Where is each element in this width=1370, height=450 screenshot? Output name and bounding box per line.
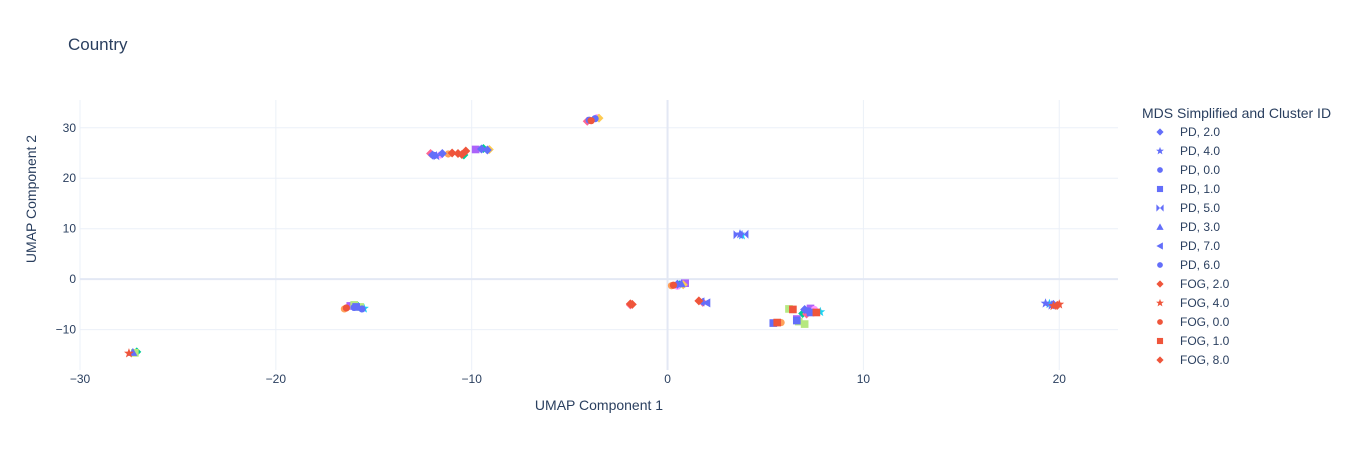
legend-item[interactable]: PD, 3.0: [1156, 220, 1220, 234]
legend-item[interactable]: FOG, 0.0: [1157, 315, 1230, 329]
legend-item[interactable]: PD, 0.0: [1157, 163, 1220, 177]
legend[interactable]: MDS Simplified and Cluster ID PD, 2.0PD,…: [1142, 105, 1331, 367]
data-point: [625, 299, 635, 309]
legend-item[interactable]: PD, 7.0: [1156, 239, 1220, 253]
y-tick-label: 10: [63, 222, 77, 236]
gridlines: [79, 100, 1118, 370]
data-point: [447, 148, 457, 158]
legend-marker: [1157, 262, 1163, 268]
legend-item[interactable]: PD, 6.0: [1157, 258, 1220, 272]
x-tick-labels: −30 −20 −10 0 10 20: [70, 372, 1066, 386]
legend-label: PD, 0.0: [1180, 163, 1220, 177]
legend-label: PD, 1.0: [1180, 182, 1220, 196]
legend-title: MDS Simplified and Cluster ID: [1142, 105, 1331, 121]
legend-items[interactable]: PD, 2.0 PD, 4.0 PD, 0.0 PD, 1.0 PD, 5.0 PD, 3…: [1156, 125, 1230, 367]
legend-marker: [1157, 167, 1163, 173]
legend-marker: [1156, 242, 1163, 250]
legend-marker: [1156, 298, 1164, 307]
y-tick-label: 0: [69, 272, 76, 286]
data-point: [789, 305, 797, 314]
chart-title: Country: [68, 35, 128, 54]
data-point: [476, 144, 486, 154]
legend-item[interactable]: PD, 1.0: [1156, 182, 1220, 196]
data-point: [430, 151, 439, 160]
data-point: [812, 308, 821, 317]
legend-label: PD, 6.0: [1180, 258, 1220, 272]
legend-item[interactable]: PD, 5.0: [1156, 201, 1220, 215]
data-point: [792, 316, 801, 325]
legend-marker: [1156, 204, 1164, 212]
legend-item[interactable]: FOG, 2.0: [1156, 277, 1230, 291]
x-tick-label: 10: [857, 372, 871, 386]
data-point: [669, 281, 678, 289]
x-tick-label: 20: [1053, 372, 1067, 386]
data-point: [739, 229, 749, 239]
legend-marker: [1156, 146, 1164, 155]
data-point: [702, 298, 711, 308]
legend-item[interactable]: FOG, 1.0: [1156, 334, 1230, 348]
data-point: [482, 145, 492, 155]
y-tick-label: −10: [56, 323, 77, 337]
legend-label: PD, 2.0: [1180, 125, 1220, 139]
data-point: [676, 279, 686, 288]
data-point: [815, 306, 826, 317]
legend-label: PD, 7.0: [1180, 239, 1220, 253]
x-tick-label: −20: [266, 372, 287, 386]
data-point: [785, 305, 793, 313]
legend-label: FOG, 0.0: [1180, 315, 1230, 329]
legend-marker: [1157, 319, 1163, 325]
legend-item[interactable]: PD, 4.0: [1156, 144, 1220, 158]
data-point: [587, 117, 595, 125]
data-point: [471, 145, 480, 154]
data-point: [769, 319, 778, 327]
legend-label: PD, 3.0: [1180, 220, 1220, 234]
data-point: [1040, 298, 1051, 308]
legend-marker: [1156, 128, 1164, 136]
data-point: [806, 308, 815, 317]
legend-label: FOG, 8.0: [1180, 353, 1230, 367]
legend-marker: [1156, 185, 1164, 193]
legend-label: PD, 4.0: [1180, 144, 1220, 158]
legend-label: FOG, 2.0: [1180, 277, 1230, 291]
legend-marker: [1156, 356, 1164, 364]
data-point: [800, 320, 809, 328]
data-point: [342, 304, 350, 312]
data-point: [358, 305, 366, 313]
legend-item[interactable]: FOG, 4.0: [1156, 296, 1230, 310]
legend-label: FOG, 1.0: [1180, 334, 1230, 348]
data-point: [124, 348, 134, 358]
legend-item[interactable]: PD, 2.0: [1156, 125, 1220, 139]
x-tick-label: 0: [664, 372, 671, 386]
x-tick-label: −30: [70, 372, 91, 386]
data-point: [773, 318, 782, 327]
data-point: [437, 148, 447, 158]
zerolines: [80, 100, 1118, 370]
y-tick-labels: −10 0 10 20 30: [56, 121, 77, 337]
legend-marker: [1156, 280, 1164, 288]
data-point: [694, 296, 704, 306]
legend-label: FOG, 4.0: [1180, 296, 1230, 310]
data-point: [1048, 300, 1059, 311]
data-point: [346, 302, 355, 310]
y-tick-label: 30: [63, 121, 77, 135]
data-point: [1054, 299, 1065, 309]
y-tick-label: 20: [63, 171, 77, 185]
legend-label: PD, 5.0: [1180, 201, 1220, 215]
data-point: [1044, 298, 1055, 309]
legend-item[interactable]: FOG, 8.0: [1156, 353, 1230, 367]
x-tick-label: −10: [462, 372, 483, 386]
data-point: [457, 150, 467, 160]
data-points: [124, 113, 1065, 358]
legend-marker: [1156, 223, 1164, 230]
x-axis-title: UMAP Component 1: [535, 397, 663, 413]
y-axis-title: UMAP Component 2: [23, 135, 39, 263]
data-point: [352, 303, 360, 311]
legend-marker: [1156, 337, 1164, 345]
